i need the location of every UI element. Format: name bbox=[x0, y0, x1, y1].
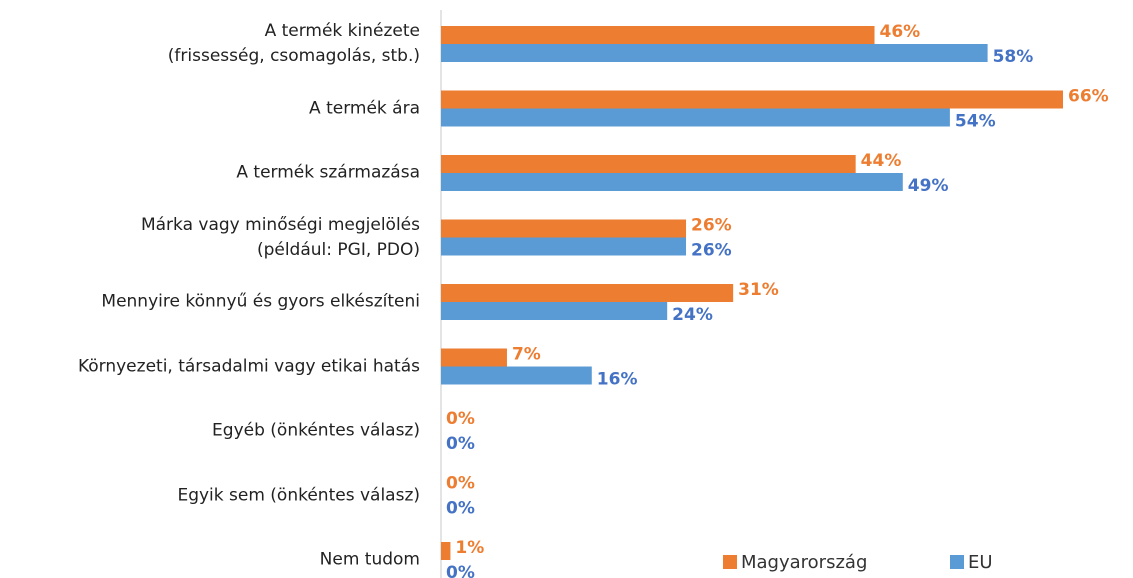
category-label: Mennyire könnyű és gyors elkészíteni bbox=[101, 291, 420, 312]
bar bbox=[441, 44, 988, 62]
bar bbox=[441, 155, 856, 173]
legend-swatch bbox=[950, 555, 964, 569]
value-label: 31% bbox=[738, 280, 779, 300]
bar bbox=[441, 366, 592, 385]
value-label: 66% bbox=[1068, 87, 1109, 107]
bar bbox=[441, 348, 507, 367]
bar bbox=[441, 302, 668, 320]
bar bbox=[441, 284, 734, 302]
value-label: 16% bbox=[597, 370, 638, 390]
bar bbox=[441, 219, 687, 238]
category-label: A termék ára bbox=[309, 98, 420, 118]
value-label: 7% bbox=[512, 345, 541, 365]
legend-swatch bbox=[723, 555, 737, 569]
value-label: 46% bbox=[880, 22, 921, 42]
bar bbox=[441, 237, 687, 256]
category-label: A termék kinézete (frissesség, csomagolá… bbox=[167, 21, 420, 66]
value-label: 0% bbox=[446, 499, 475, 519]
value-label: 26% bbox=[691, 241, 732, 261]
value-label: 58% bbox=[993, 47, 1034, 67]
category-label: Egyéb (önkéntes válasz) bbox=[212, 420, 420, 441]
value-label: 0% bbox=[446, 434, 475, 454]
value-label: 1% bbox=[455, 538, 484, 558]
value-label: 54% bbox=[955, 112, 996, 132]
category-label: Környezeti, társadalmi vagy etikai hatás bbox=[77, 356, 420, 376]
value-label: 0% bbox=[446, 563, 475, 578]
category-label: A termék származása bbox=[236, 162, 420, 183]
legend-label: EU bbox=[968, 552, 993, 573]
bar bbox=[441, 173, 903, 191]
category-label: Nem tudom bbox=[319, 549, 420, 570]
bar bbox=[441, 26, 875, 44]
category-label: Márka vagy minőségi megjelölés (például:… bbox=[140, 214, 420, 260]
value-label: 49% bbox=[908, 176, 949, 196]
value-label: 26% bbox=[691, 216, 732, 236]
value-label: 0% bbox=[446, 474, 475, 494]
value-label: 24% bbox=[672, 305, 713, 325]
category-label: Egyik sem (önkéntes válasz) bbox=[177, 485, 420, 505]
bar bbox=[441, 108, 950, 127]
bar bbox=[441, 90, 1063, 109]
value-label: 44% bbox=[861, 151, 902, 171]
value-label: 0% bbox=[446, 409, 475, 429]
bar bbox=[441, 542, 451, 560]
legend-label: Magyarország bbox=[741, 552, 867, 573]
